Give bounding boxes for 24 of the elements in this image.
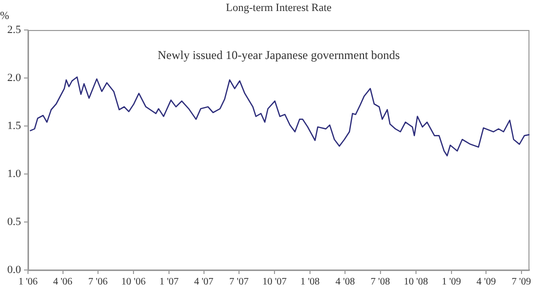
x-tick-label: 1 '08: [300, 276, 320, 288]
x-tick-label: 1 '06: [18, 276, 38, 288]
y-tick-label: 0.0: [7, 264, 22, 276]
x-tick-label: 7 '09: [512, 276, 531, 288]
y-tick-label: 1.5: [7, 120, 22, 132]
x-tick-label: 4 '07: [194, 276, 214, 288]
x-tick-label: 4 '09: [476, 276, 496, 288]
annotation: Newly issued 10-year Japanese government bonds: [158, 48, 400, 62]
y-tick-label: 2.0: [7, 72, 22, 84]
x-tick-label: 10 '06: [121, 276, 146, 288]
y-axis-title: %: [0, 10, 10, 22]
chart-title: Long-term Interest Rate: [226, 2, 332, 14]
x-tick-label: 10 '07: [262, 276, 287, 288]
x-tick-label: 10 '08: [404, 276, 428, 288]
x-tick-label: 4 '08: [336, 276, 355, 288]
x-tick-label: 7 '06: [88, 276, 108, 288]
x-tick-label: 4 '06: [53, 276, 72, 288]
y-tick-label: 2.5: [7, 24, 22, 36]
x-tick-label: 7 '08: [370, 276, 390, 288]
x-tick-label: 7 '07: [229, 276, 249, 288]
y-tick-label: 1.0: [7, 168, 22, 180]
x-tick-label: 1 '07: [159, 276, 179, 288]
x-tick-label: 1 '09: [442, 276, 462, 288]
y-tick-label: 0.5: [7, 216, 22, 228]
